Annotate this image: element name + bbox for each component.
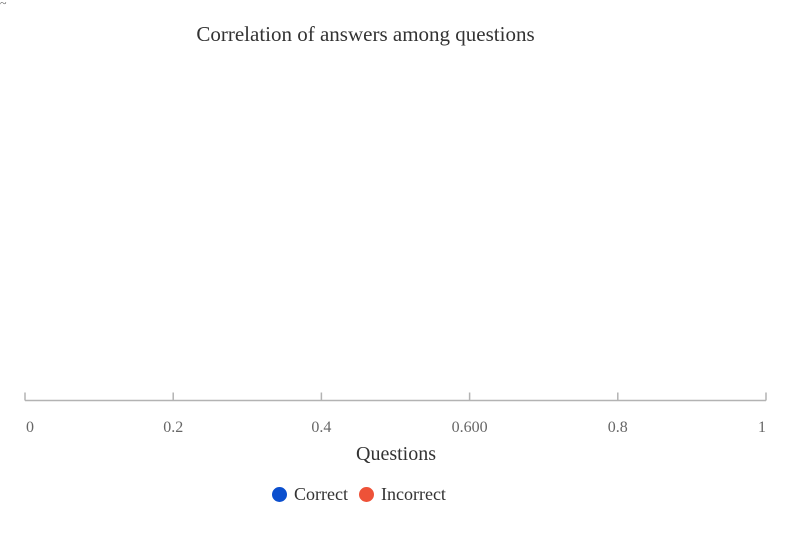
x-axis-label: Questions — [356, 443, 436, 465]
x-tick-label: 0.600 — [452, 419, 488, 436]
legend-item-incorrect[interactable]: Incorrect — [358, 483, 446, 505]
legend-label-incorrect: Incorrect — [380, 483, 446, 504]
legend: Correct Incorrect — [272, 482, 457, 506]
legend-label-correct: Correct — [294, 483, 348, 504]
x-tick-label: 0 — [26, 419, 34, 436]
legend-item-correct[interactable]: Correct — [272, 484, 348, 505]
corner-glyph: ~ — [0, 0, 7, 10]
chart-title: Correlation of answers among questions — [196, 22, 535, 46]
legend-marker-incorrect — [358, 486, 374, 502]
x-tick-label: 0.4 — [311, 419, 331, 436]
x-tick-label: 0.2 — [163, 419, 183, 436]
x-tick-label: 1 — [758, 419, 766, 436]
x-axis-ticks — [24, 392, 767, 401]
x-tick-label: 0.8 — [608, 419, 628, 436]
x-axis-tick-labels: 0 0.2 0.4 0.600 0.8 1 — [26, 419, 766, 436]
legend-marker-correct — [272, 486, 287, 502]
